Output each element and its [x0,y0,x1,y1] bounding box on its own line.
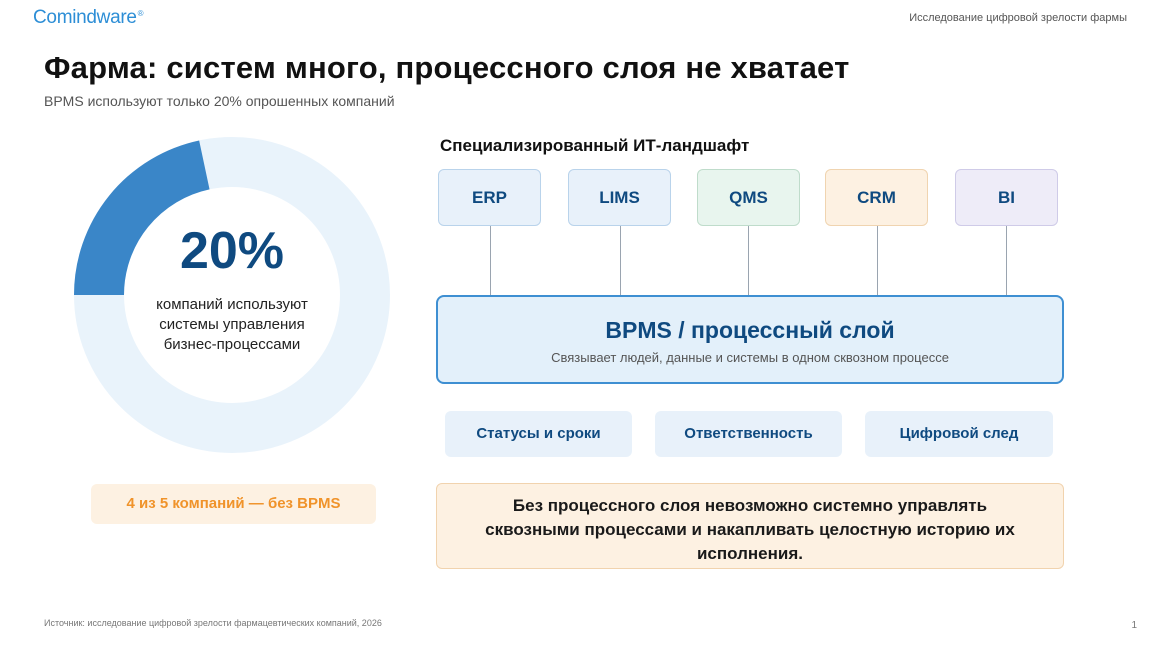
logo: Comindware® [33,7,144,29]
bpms-title: BPMS / процессный слой [605,317,895,343]
connector-line [490,226,491,296]
conclusion-callout: Без процессного слоя невозможно системно… [436,483,1064,569]
feature-statuses: Статусы и сроки [445,411,632,457]
bpms-subtitle: Связывает людей, данные и системы в одно… [551,350,949,365]
landscape-title: Специализированный ИТ-ландшафт [440,136,750,155]
connector-line [620,226,621,296]
donut-description: компаний используют системы управления б… [156,296,308,353]
donut-value: 20% [179,222,285,280]
callout-text: Без процессного слоя невозможно системно… [485,496,1015,563]
logo-text: Comindware [33,7,137,28]
feature-responsibility: Ответственность [655,411,842,457]
system-lims: LIMS [568,169,671,226]
system-erp: ERP [438,169,541,226]
logo-registered-mark: ® [137,9,144,18]
page-number: 1 [1131,620,1137,631]
donut-filled-segment [74,140,211,296]
slide-subtitle: BPMS используют только 20% опрошенных ко… [44,93,395,109]
system-crm: CRM [825,169,928,226]
bpms-layer-box: BPMS / процессный слой Связывает людей, … [436,295,1064,384]
report-title: Исследование цифровой зрелости фармы [909,12,1127,24]
donut-chart: 20% компаний используют системы управлен… [74,137,390,453]
connector-line [877,226,878,296]
connector-line [1006,226,1007,296]
no-bpms-badge: 4 из 5 компаний — без BPMS [91,484,376,524]
slide-title: Фарма: систем много, процессного слоя не… [44,50,850,85]
donut-svg [74,137,390,453]
system-qms: QMS [697,169,800,226]
connector-line [748,226,749,296]
feature-digital-trace: Цифровой след [865,411,1053,457]
system-bi: BI [955,169,1058,226]
source-note: Источник: исследование цифровой зрелости… [44,618,382,628]
